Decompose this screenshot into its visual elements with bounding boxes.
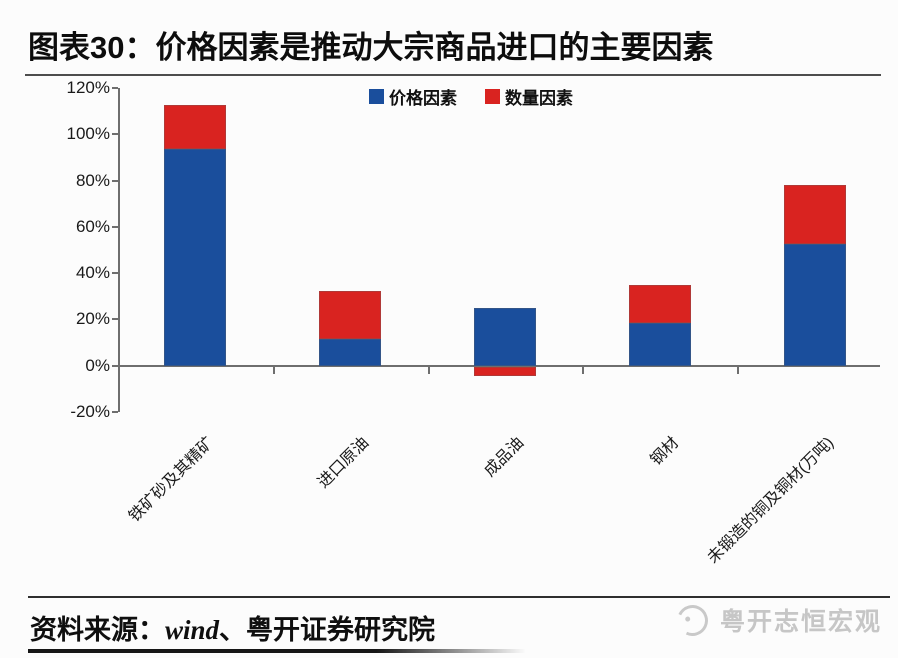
- footer-divider: [28, 596, 890, 598]
- y-tick-label: 100%: [66, 124, 110, 144]
- bar-segment-价格因素: [628, 322, 691, 366]
- bar-segment-数量因素: [628, 284, 691, 323]
- bar-segment-价格因素: [783, 244, 846, 366]
- y-tick: [112, 411, 118, 413]
- legend-label: 数量因素: [505, 89, 573, 108]
- bar-segment-数量因素: [319, 290, 382, 340]
- y-tick: [112, 179, 118, 182]
- x-category-label: 进口原油: [315, 434, 373, 492]
- chart-legend: 价格因素 数量因素: [44, 84, 898, 109]
- y-tick-label: 20%: [75, 309, 110, 329]
- legend-label: 价格因素: [389, 89, 457, 108]
- x-category-label: 成品油: [481, 434, 528, 481]
- y-tick: [112, 225, 118, 228]
- x-category-label: 铁矿砂及其精矿: [126, 434, 218, 526]
- bar-segment-数量因素: [783, 185, 846, 245]
- watermark-logo-icon: [672, 600, 713, 640]
- title-divider: [25, 74, 881, 76]
- source-wind: wind: [165, 615, 220, 645]
- x-tick: [272, 366, 275, 374]
- bar-segment-价格因素: [164, 149, 227, 366]
- page-title: 图表30：价格因素是推动大宗商品进口的主要因素: [28, 30, 714, 65]
- y-tick-label: 40%: [75, 263, 110, 283]
- legend-item: 数量因素: [485, 84, 573, 109]
- bar-segment-数量因素: [164, 105, 227, 150]
- bottom-rule: [28, 649, 526, 653]
- x-category-label: 钢材: [647, 434, 683, 469]
- y-tick-label: 80%: [75, 170, 110, 190]
- legend-swatch-icon: [485, 89, 500, 104]
- y-tick: [112, 133, 118, 136]
- y-axis-line: [118, 88, 120, 412]
- x-tick: [427, 366, 430, 374]
- y-tick-label: 0%: [85, 355, 110, 375]
- y-tick: [112, 318, 118, 321]
- legend-item: 价格因素: [369, 84, 457, 109]
- y-tick-label: 60%: [75, 216, 110, 236]
- x-tick: [582, 366, 585, 374]
- watermark-text: 粤开志恒宏观: [719, 608, 882, 636]
- legend-swatch-icon: [369, 89, 384, 104]
- x-axis-zero-line: [113, 364, 880, 367]
- y-tick-label: -20%: [70, 402, 110, 421]
- source-prefix: 资料来源：: [30, 615, 165, 645]
- y-tick: [112, 364, 118, 367]
- source-note: 资料来源：wind、粤开证券研究院: [30, 608, 435, 647]
- x-tick: [737, 366, 740, 374]
- y-tick-label: 120%: [66, 78, 110, 97]
- bar-segment-价格因素: [319, 339, 382, 366]
- y-tick: [112, 87, 118, 89]
- source-rest: 、粤开证券研究院: [219, 615, 436, 645]
- bar-segment-neg-数量因素: [474, 366, 536, 376]
- bar-segment-价格因素: [474, 307, 536, 366]
- x-category-label: 未锻造的铜及铜材(万吨): [704, 434, 837, 567]
- watermark: 粤开志恒宏观: [672, 600, 882, 640]
- y-tick: [112, 272, 118, 275]
